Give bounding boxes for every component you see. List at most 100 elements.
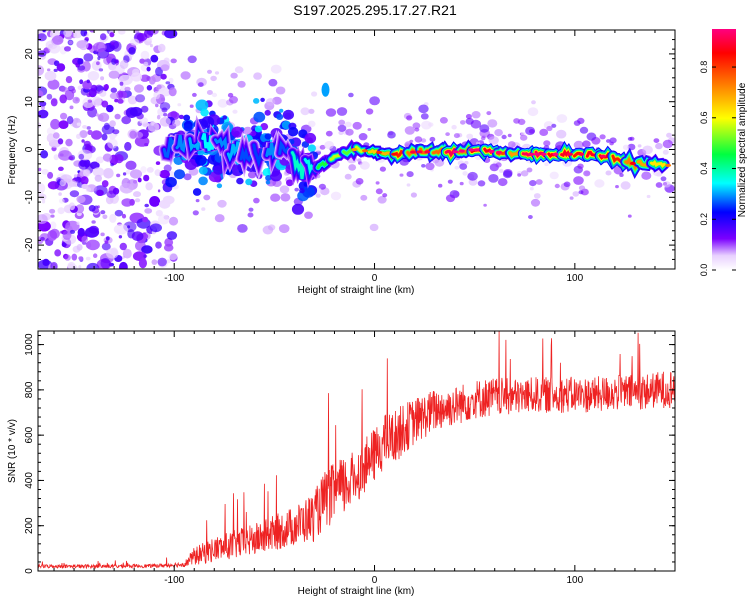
trace-hotspot [410, 150, 416, 154]
noise-blob [151, 259, 158, 265]
noise-blob [41, 199, 46, 204]
noise-blob [52, 35, 64, 45]
noise-blob [158, 214, 170, 225]
noise-blob [111, 58, 117, 65]
noise-blob [141, 245, 153, 254]
halo-blob [338, 119, 346, 126]
halo-blob [464, 160, 469, 165]
noise-blob [133, 191, 141, 198]
halo-blob [177, 103, 182, 107]
halo-blob [336, 107, 348, 116]
trace-hotspot [629, 161, 636, 165]
noise-blob [156, 84, 162, 90]
turbulence-blob [236, 177, 244, 185]
noise-blob [118, 235, 123, 239]
x-tick-label: -100 [164, 273, 184, 284]
noise-blob [38, 65, 45, 76]
noise-blob [159, 117, 171, 127]
noise-blob [93, 42, 107, 53]
turbulence-blob [262, 168, 272, 177]
noise-blob [156, 114, 161, 120]
halo-blob [556, 114, 568, 123]
halo-blob [203, 194, 211, 201]
x-tick-label: 0 [372, 273, 378, 284]
colorbar-tick-label: 0.4 [699, 162, 709, 175]
halo-blob [454, 165, 460, 170]
halo-blob [399, 173, 404, 177]
halo-blob [324, 141, 334, 150]
halo-blob [242, 126, 253, 135]
halo-blob [279, 185, 290, 194]
y-tick-label: 200 [24, 517, 35, 534]
noise-blob [146, 30, 154, 36]
noise-blob [98, 112, 110, 123]
halo-blob [197, 82, 204, 87]
turbulence-blob [260, 97, 265, 102]
noise-blob [38, 90, 44, 98]
halo-blob [578, 185, 586, 191]
noise-blob [60, 86, 68, 93]
noise-blob [97, 205, 100, 209]
noise-blob [134, 136, 150, 147]
turbulence-blob [197, 149, 205, 156]
noise-blob [54, 249, 62, 257]
halo-blob [465, 114, 472, 119]
halo-blob [345, 128, 354, 136]
halo-blob [533, 193, 541, 199]
noise-blob [38, 167, 42, 172]
halo-blob [535, 179, 543, 185]
turbulence-blob [195, 155, 207, 166]
trace-hotspot [468, 148, 475, 152]
noise-blob [125, 169, 131, 175]
turbulence-blob [178, 114, 184, 120]
halo-blob [210, 75, 217, 82]
turbulence-blob [201, 116, 215, 128]
halo-blob [377, 196, 387, 204]
noise-blob [104, 240, 109, 244]
noise-blob [58, 166, 64, 171]
halo-blob [268, 78, 278, 87]
noise-blob [82, 125, 88, 129]
halo-blob [609, 137, 617, 144]
noise-blob [81, 139, 85, 143]
noise-blob [119, 60, 129, 69]
halo-blob [369, 223, 379, 232]
halo-blob [367, 128, 372, 131]
trace-hotspot [458, 149, 465, 153]
turbulence-blob [260, 123, 269, 131]
halo-blob [357, 158, 362, 162]
isolated-blob [321, 82, 330, 97]
noise-blob [76, 244, 83, 251]
noise-blob [60, 112, 68, 120]
noise-blob [57, 138, 64, 145]
noise-blob [124, 141, 132, 151]
noise-blob [121, 116, 132, 125]
noise-blob [81, 183, 89, 189]
turbulence-blob [198, 176, 208, 186]
noise-blob [78, 256, 84, 261]
halo-blob [180, 71, 191, 80]
y-tick-label: 20 [24, 48, 35, 60]
noise-blob [78, 159, 90, 170]
noise-blob [66, 116, 74, 125]
noise-blob [92, 96, 102, 107]
snr-plot-area [38, 331, 675, 571]
trace-hotspot [534, 152, 541, 156]
halo-blob [527, 107, 539, 117]
halo-blob [201, 207, 206, 211]
halo-blob [183, 173, 192, 181]
halo-blob [459, 181, 464, 186]
spectrogram-y-axis-label: Frequency (Hz) [7, 116, 18, 185]
halo-blob [229, 96, 238, 104]
noise-blob [159, 102, 171, 111]
noise-blob [75, 204, 85, 214]
noise-blob [39, 101, 47, 107]
noise-blob [140, 50, 150, 60]
noise-blob [65, 76, 73, 84]
noise-blob [109, 120, 116, 127]
halo-blob [586, 132, 597, 141]
chart-title: S197.2025.295.17.27.R21 [293, 2, 457, 18]
noise-blob [130, 38, 140, 46]
noise-blob [108, 70, 120, 79]
halo-blob [237, 80, 246, 88]
